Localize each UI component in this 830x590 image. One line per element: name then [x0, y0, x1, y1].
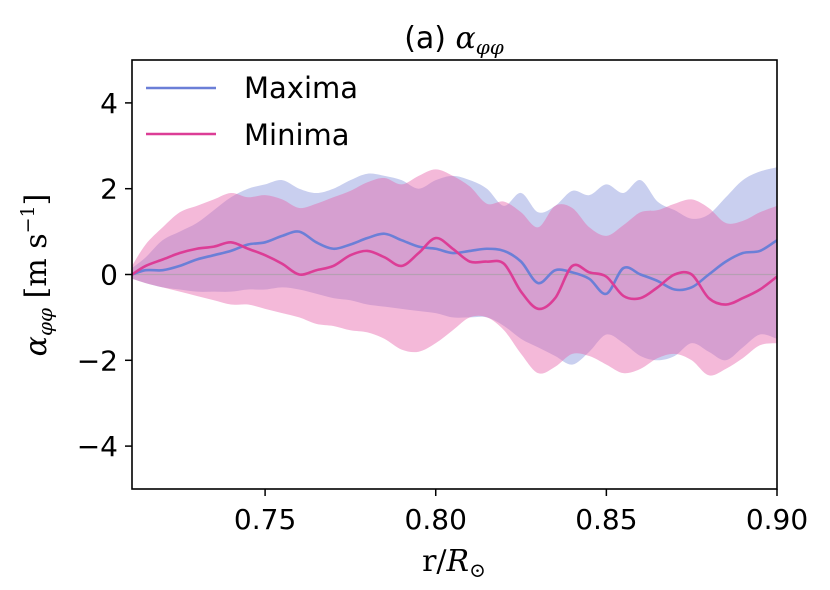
- chart-title-symbol: α: [456, 21, 476, 56]
- y-axis-ticks: 4 2 0 −2 −4: [77, 87, 132, 463]
- y-tick-label: 0: [100, 259, 118, 292]
- x-tick-label: 0.90: [746, 503, 808, 536]
- chart-title-prefix: (a): [404, 21, 455, 56]
- y-axis-label-subscript: φφ: [33, 308, 57, 336]
- line-minima: [132, 236, 777, 311]
- x-axis-label-symbol: R: [446, 544, 470, 579]
- y-axis-label-unit: [m s: [19, 233, 54, 308]
- x-axis-label-subscript: ⊙: [469, 558, 486, 582]
- series-lines: [132, 230, 777, 311]
- legend-label-maxima: Maxima: [244, 71, 358, 105]
- y-tick-label: −2: [77, 344, 118, 377]
- chart-title-subscript: φφ: [476, 35, 504, 59]
- x-tick-label: 0.75: [234, 503, 296, 536]
- legend: Maxima Minima: [146, 71, 358, 152]
- y-axis-label-close: ]: [19, 194, 54, 206]
- y-axis-label-exponent: −1: [17, 205, 39, 233]
- chart-title: (a) αφφ: [404, 21, 504, 59]
- x-axis-label-text: r/: [422, 544, 447, 579]
- y-tick-label: −4: [77, 430, 118, 463]
- x-axis-ticks: 0.75 0.80 0.85 0.90: [234, 489, 808, 536]
- uncertainty-bands: [132, 167, 777, 376]
- x-tick-label: 0.85: [575, 503, 637, 536]
- y-axis-label: αφφ [m s−1]: [17, 194, 57, 357]
- y-tick-label: 2: [100, 173, 118, 206]
- y-tick-label: 4: [100, 87, 118, 120]
- legend-label-minima: Minima: [244, 118, 350, 152]
- x-axis-label: r/R⊙: [422, 544, 486, 582]
- band-minima: [132, 169, 777, 376]
- line-maxima: [132, 230, 777, 296]
- band-maxima: [132, 167, 777, 365]
- x-tick-label: 0.80: [405, 503, 467, 536]
- plot-area: [132, 167, 777, 376]
- y-axis-label-symbol: α: [19, 336, 54, 356]
